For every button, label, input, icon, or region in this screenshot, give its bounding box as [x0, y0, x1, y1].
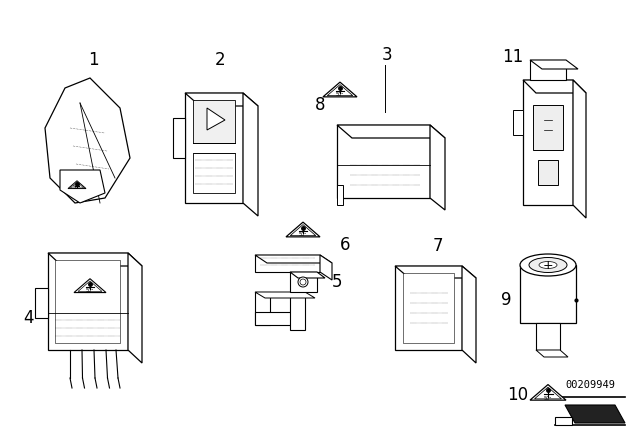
- Polygon shape: [395, 266, 462, 350]
- Polygon shape: [462, 266, 476, 363]
- Polygon shape: [530, 384, 566, 400]
- Text: 50²: 50²: [299, 233, 307, 237]
- Text: 7: 7: [433, 237, 444, 255]
- Polygon shape: [337, 125, 430, 198]
- Polygon shape: [536, 350, 568, 357]
- Polygon shape: [320, 255, 332, 280]
- Polygon shape: [185, 93, 243, 203]
- Text: 5: 5: [332, 273, 342, 291]
- Polygon shape: [207, 108, 225, 130]
- Text: 50²: 50²: [86, 288, 94, 293]
- Polygon shape: [327, 85, 353, 95]
- Polygon shape: [48, 253, 128, 350]
- Polygon shape: [286, 222, 320, 237]
- Polygon shape: [78, 281, 102, 292]
- Text: 50²: 50²: [336, 92, 344, 98]
- Polygon shape: [523, 80, 573, 205]
- Polygon shape: [128, 253, 142, 363]
- Polygon shape: [337, 125, 445, 138]
- Text: 11: 11: [502, 48, 524, 66]
- Polygon shape: [255, 255, 320, 272]
- Text: 2: 2: [214, 51, 225, 69]
- Polygon shape: [243, 93, 258, 216]
- Text: 00209949: 00209949: [565, 380, 615, 390]
- Polygon shape: [193, 100, 235, 143]
- Polygon shape: [74, 279, 106, 293]
- Polygon shape: [337, 185, 343, 205]
- Polygon shape: [70, 182, 84, 188]
- Polygon shape: [193, 153, 235, 193]
- Polygon shape: [513, 110, 523, 135]
- Circle shape: [300, 279, 306, 285]
- Polygon shape: [255, 292, 270, 325]
- Polygon shape: [290, 272, 325, 278]
- Circle shape: [298, 277, 308, 287]
- Text: +: +: [543, 258, 554, 271]
- Polygon shape: [530, 60, 578, 69]
- Text: 6: 6: [340, 236, 350, 254]
- Polygon shape: [520, 265, 576, 323]
- Polygon shape: [523, 80, 586, 93]
- Polygon shape: [536, 323, 560, 350]
- Polygon shape: [395, 266, 476, 278]
- Polygon shape: [534, 387, 561, 399]
- Text: 50²: 50²: [544, 396, 552, 401]
- Polygon shape: [255, 255, 332, 263]
- Polygon shape: [323, 82, 357, 97]
- Polygon shape: [290, 272, 317, 292]
- Text: 1: 1: [88, 51, 99, 69]
- Text: 50²: 50²: [73, 185, 81, 190]
- Polygon shape: [185, 93, 258, 106]
- Polygon shape: [55, 260, 120, 343]
- Polygon shape: [403, 273, 454, 343]
- Polygon shape: [68, 181, 86, 189]
- Polygon shape: [35, 288, 48, 318]
- Polygon shape: [430, 125, 445, 210]
- Polygon shape: [555, 417, 572, 425]
- Polygon shape: [255, 292, 315, 298]
- Polygon shape: [255, 312, 300, 325]
- Polygon shape: [565, 405, 625, 423]
- Text: 4: 4: [23, 309, 33, 327]
- Ellipse shape: [539, 262, 557, 268]
- Polygon shape: [60, 170, 105, 203]
- Text: 3: 3: [381, 46, 392, 64]
- Text: 9: 9: [500, 291, 511, 309]
- Polygon shape: [173, 118, 185, 158]
- Polygon shape: [290, 292, 305, 330]
- Polygon shape: [533, 105, 563, 150]
- Ellipse shape: [520, 254, 576, 276]
- Polygon shape: [291, 224, 316, 236]
- Text: 10: 10: [508, 386, 529, 404]
- Polygon shape: [538, 160, 558, 185]
- Ellipse shape: [529, 258, 567, 272]
- Polygon shape: [45, 78, 130, 203]
- Polygon shape: [48, 253, 142, 266]
- Polygon shape: [573, 80, 586, 218]
- Polygon shape: [530, 60, 566, 80]
- Text: 8: 8: [315, 96, 325, 114]
